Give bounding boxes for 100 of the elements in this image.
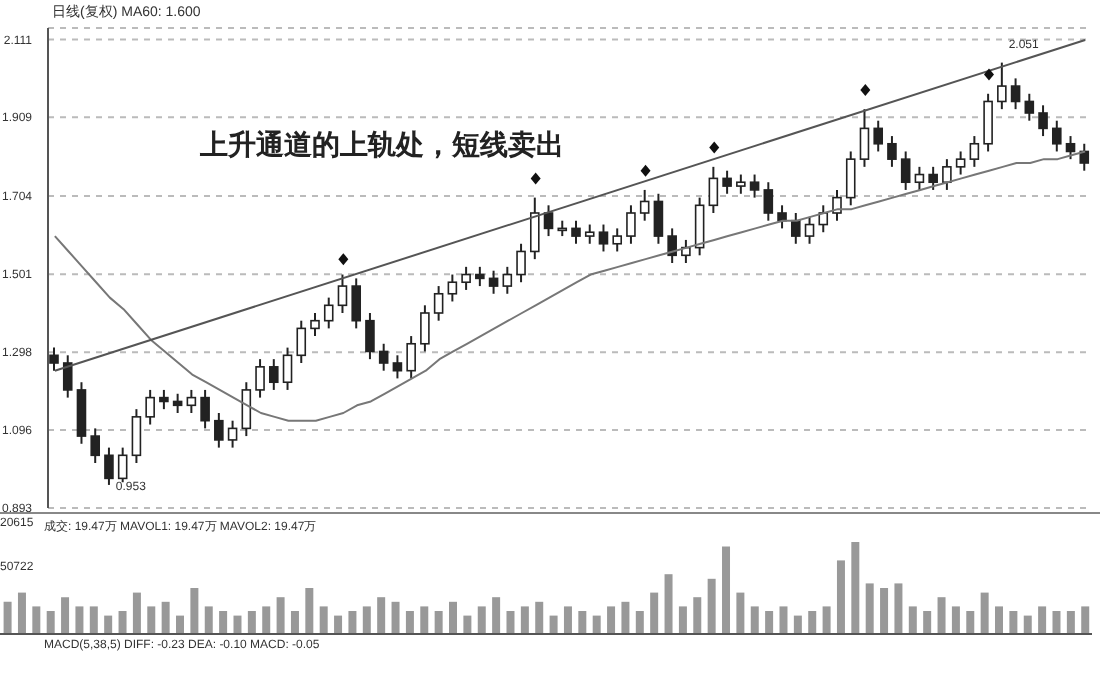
bar (46, 611, 55, 634)
bar (377, 597, 386, 634)
bar (434, 611, 443, 634)
candlestick (845, 150, 856, 207)
candlestick (433, 285, 444, 322)
candlestick (392, 354, 403, 380)
point (709, 141, 720, 154)
bar (176, 615, 185, 634)
candlestick (461, 265, 471, 291)
candlestick (296, 319, 307, 364)
bar (233, 615, 242, 634)
point (530, 172, 541, 185)
candlestick (406, 335, 416, 380)
candlestick (516, 242, 526, 284)
bar (664, 574, 673, 634)
bar (865, 583, 874, 634)
bar (535, 601, 544, 634)
bar (707, 578, 716, 634)
bar (822, 606, 831, 634)
candlestick (1024, 92, 1035, 122)
candlestick (639, 188, 650, 222)
bar (621, 601, 630, 634)
bar (808, 611, 817, 634)
candlestick (159, 388, 169, 411)
point (983, 68, 994, 81)
bar (951, 606, 960, 634)
bar (765, 611, 774, 634)
candlestick (983, 92, 993, 153)
candlestick (76, 381, 87, 445)
candlestick (200, 388, 210, 430)
candlestick (186, 388, 197, 414)
bar (894, 583, 903, 634)
bar (305, 588, 314, 634)
candlestick (900, 150, 911, 191)
bar (247, 611, 256, 634)
bar (61, 597, 70, 634)
bar (880, 588, 889, 634)
bar (1009, 611, 1018, 634)
bar (563, 606, 572, 634)
candlestick (337, 273, 348, 314)
candlestick (571, 219, 581, 245)
bar (506, 611, 515, 634)
candlestick (1065, 135, 1076, 161)
bar (650, 592, 659, 634)
candlestick (378, 342, 389, 372)
candlestick (488, 269, 499, 295)
bar (908, 606, 917, 634)
candlestick (832, 188, 842, 222)
candlestick (818, 204, 829, 234)
candlestick (667, 227, 677, 264)
bar (319, 606, 328, 634)
bar (334, 615, 343, 634)
candlestick (145, 388, 155, 426)
candlestick (1038, 104, 1048, 138)
candlestick (365, 312, 375, 361)
point (640, 164, 651, 177)
bar (463, 615, 472, 634)
bar (578, 611, 587, 634)
bar (219, 611, 228, 634)
bar (1066, 611, 1075, 634)
candlestick (736, 173, 746, 195)
bar (923, 611, 932, 634)
bar (362, 606, 371, 634)
bar (89, 606, 98, 634)
bar (750, 606, 759, 634)
bar (477, 606, 486, 634)
candlestick (117, 446, 128, 484)
bar (592, 615, 601, 634)
candlestick (942, 158, 952, 191)
candlestick (777, 204, 787, 230)
candlestick (997, 61, 1007, 111)
bar (851, 542, 860, 634)
bar (1023, 615, 1032, 634)
candlestick (255, 358, 265, 399)
candlestick (722, 169, 732, 195)
candlestick (447, 273, 458, 303)
candlestick (172, 392, 183, 414)
candlestick (90, 427, 101, 464)
candlestick (653, 192, 664, 245)
bar (262, 606, 271, 634)
bar (693, 597, 702, 634)
candlestick (928, 165, 938, 191)
bar (836, 560, 845, 634)
candlestick (62, 354, 73, 399)
bar (549, 615, 558, 634)
bar (779, 606, 788, 634)
candlestick (887, 135, 897, 168)
annotation: 上升通道的上轨处，短线卖出 (200, 128, 564, 164)
candlestick (529, 196, 540, 261)
bar (290, 611, 299, 634)
candlestick (310, 312, 320, 338)
candlestick (227, 419, 238, 449)
bar (118, 611, 127, 634)
candlestick (351, 277, 362, 330)
candlestick (873, 119, 884, 153)
candlestick (475, 265, 485, 288)
candlestick (268, 358, 279, 391)
bar (32, 606, 41, 634)
candlestick (612, 227, 623, 253)
bar (1052, 611, 1061, 634)
